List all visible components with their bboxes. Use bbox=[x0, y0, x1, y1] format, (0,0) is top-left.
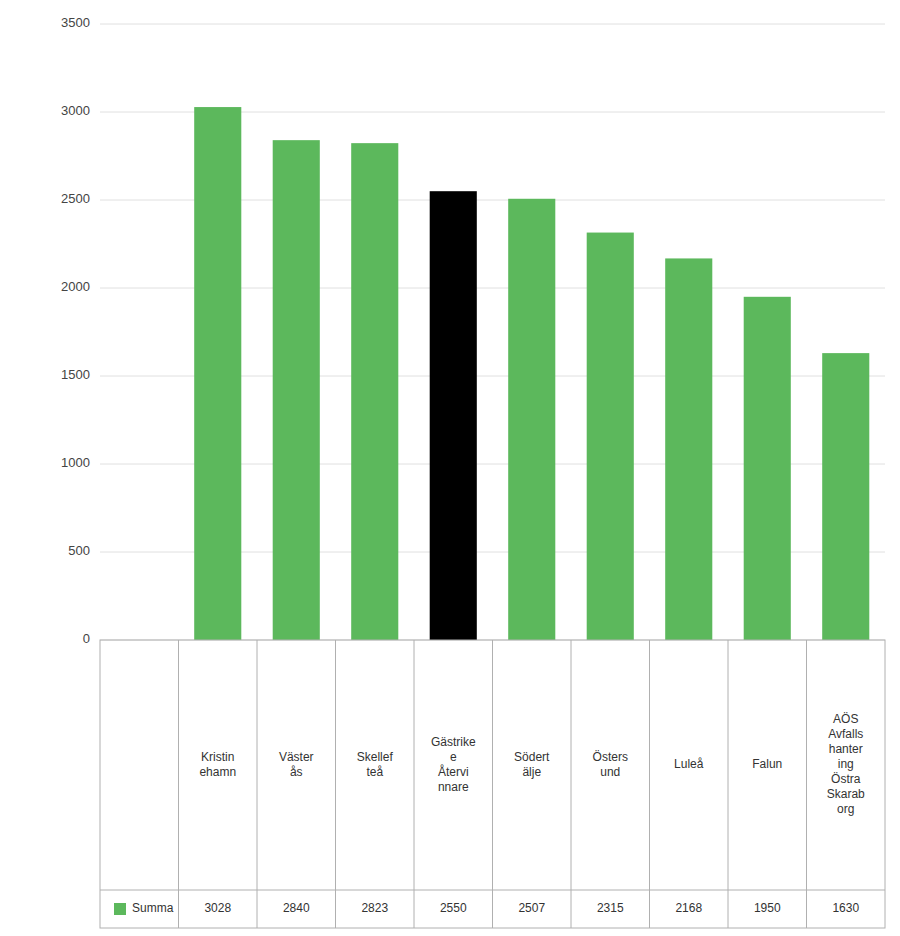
value-label: 2315 bbox=[597, 901, 624, 915]
bar bbox=[587, 233, 634, 640]
legend-swatch bbox=[114, 903, 126, 915]
bar bbox=[665, 258, 712, 640]
bars bbox=[194, 107, 869, 640]
value-label: 2840 bbox=[283, 901, 310, 915]
value-label: 1630 bbox=[832, 901, 859, 915]
value-label: 3028 bbox=[204, 901, 231, 915]
value-label: 1950 bbox=[754, 901, 781, 915]
category-label: Södertälje bbox=[514, 750, 550, 779]
bar bbox=[273, 140, 320, 640]
y-tick-label: 3500 bbox=[61, 15, 90, 30]
y-tick-label: 1500 bbox=[61, 367, 90, 382]
table-col-line bbox=[571, 640, 572, 928]
value-label: 2823 bbox=[361, 901, 388, 915]
y-tick-label: 2000 bbox=[61, 279, 90, 294]
category-label: Västerås bbox=[279, 750, 314, 779]
category-label: Luleå bbox=[674, 757, 704, 771]
chart-container: 0 500 1000 1500 2000 2500 3000 3500 Kristinehamn… bbox=[0, 0, 900, 936]
table-col-line bbox=[178, 640, 179, 928]
value-label: 2507 bbox=[518, 901, 545, 915]
y-tick-label: 3000 bbox=[61, 103, 90, 118]
table-col-line bbox=[492, 640, 493, 928]
category-label: Kristinehamn bbox=[199, 750, 236, 779]
y-tick-label: 2500 bbox=[61, 191, 90, 206]
category-label: Östersund bbox=[593, 750, 628, 779]
grid-line bbox=[100, 24, 885, 25]
table-col-line bbox=[728, 640, 729, 928]
y-tick-label: 0 bbox=[83, 631, 90, 646]
bar bbox=[744, 297, 791, 640]
table-col-line bbox=[335, 640, 336, 928]
bar bbox=[508, 199, 555, 640]
table-col-line bbox=[649, 640, 650, 928]
y-tick-label: 1000 bbox=[61, 455, 90, 470]
category-label: Falun bbox=[752, 757, 782, 771]
chart-svg: 0 500 1000 1500 2000 2500 3000 3500 Kristinehamn… bbox=[0, 0, 900, 936]
table-col-line bbox=[414, 640, 415, 928]
y-tick-label: 500 bbox=[68, 543, 90, 558]
bar bbox=[351, 143, 398, 640]
table-border bbox=[100, 640, 885, 928]
value-label: 2550 bbox=[440, 901, 467, 915]
category-label: Skellefteå bbox=[357, 750, 394, 779]
grid bbox=[100, 24, 885, 640]
bar bbox=[430, 191, 477, 640]
legend-label: Summa bbox=[132, 901, 174, 915]
category-label: GästrikeeÅtervinnare bbox=[431, 735, 476, 794]
table-col-line bbox=[257, 640, 258, 928]
category-label: AÖSAvfallshanteringÖstraSkaraborg bbox=[827, 712, 865, 816]
data-table: Kristinehamn Västerås Skellefteå GästrikeeÅ… bbox=[100, 640, 885, 928]
table-col-line bbox=[806, 640, 807, 928]
value-label: 2168 bbox=[675, 901, 702, 915]
bar bbox=[822, 353, 869, 640]
bar bbox=[194, 107, 241, 640]
